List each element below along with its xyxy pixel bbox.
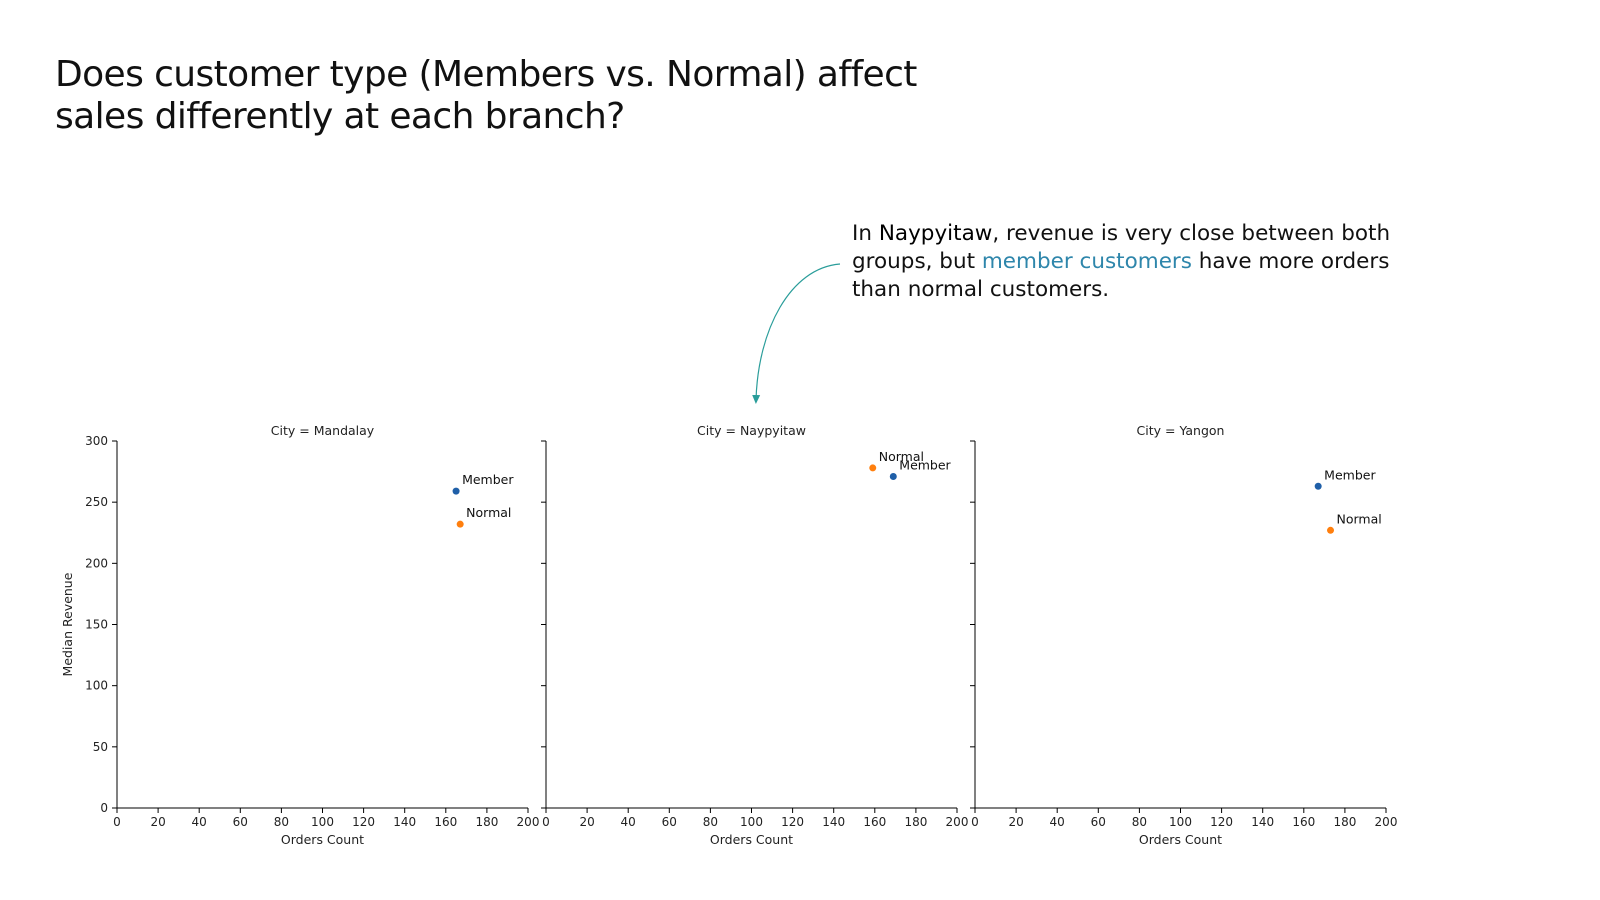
data-label-member: Member (462, 472, 514, 487)
annotation-suffix: have more orders than normal customers. (852, 249, 1390, 302)
x-tick-label: 160 (434, 815, 457, 829)
x-tick-label: 20 (1008, 815, 1023, 829)
chart-panel: City = Naypyitaw 0 20 40 60 80 100 120 140 160 180… (541, 423, 968, 847)
callout-annotation: In Naypyitaw, revenue is very close betw… (852, 220, 1412, 304)
x-tick-label: 120 (1210, 815, 1233, 829)
y-tick-label: 250 (85, 495, 108, 509)
y-tick-label: 0 (100, 801, 108, 815)
x-tick-label: 140 (1251, 815, 1274, 829)
x-tick-label: 80 (703, 815, 718, 829)
x-tick-label: 40 (621, 815, 636, 829)
annotation-prefix: In (852, 221, 879, 246)
page-title: Does customer type (Members vs. Normal) … (55, 54, 917, 137)
data-label-normal: Normal (466, 505, 511, 520)
x-tick-label: 20 (579, 815, 594, 829)
data-label-normal: Normal (1337, 511, 1382, 526)
x-tick-label: 100 (740, 815, 763, 829)
x-axis-label: Orders Count (710, 832, 793, 847)
data-point-member (1314, 482, 1322, 490)
y-tick-label: 300 (85, 434, 108, 448)
x-tick-label: 60 (1091, 815, 1106, 829)
x-tick-label: 200 (1375, 815, 1398, 829)
x-tick-label: 200 (946, 815, 969, 829)
x-tick-label: 60 (662, 815, 677, 829)
data-point-member (889, 472, 897, 480)
x-axis-label: Orders Count (1139, 832, 1222, 847)
data-label-member: Member (1324, 467, 1376, 482)
y-tick-label: 50 (93, 740, 108, 754)
annotation-arrow (752, 263, 841, 404)
data-point-normal (869, 464, 877, 472)
x-tick-label: 100 (311, 815, 334, 829)
annotation-middle: , revenue is very close between both gro… (852, 221, 1391, 274)
panel-title: City = Yangon (1137, 423, 1225, 438)
data-label-normal: Normal (879, 449, 924, 464)
y-tick-label: 100 (85, 679, 108, 693)
data-point-member (452, 487, 460, 495)
panel-title: City = Naypyitaw (697, 423, 806, 438)
annotation-city: Naypyitaw (878, 221, 993, 246)
x-tick-label: 0 (542, 815, 550, 829)
x-axis-label: Orders Count (281, 832, 364, 847)
panel-title: City = Mandalay (271, 423, 375, 438)
annotation-highlight: member customers (981, 249, 1192, 274)
x-tick-label: 180 (904, 815, 927, 829)
x-tick-label: 40 (1050, 815, 1065, 829)
chart-panel: City = Mandalay 0 20 40 60 80 100 120 140 160 180 2… (60, 423, 539, 847)
x-tick-label: 200 (517, 815, 540, 829)
x-tick-label: 20 (150, 815, 165, 829)
x-tick-label: 140 (822, 815, 845, 829)
data-point-normal (456, 520, 464, 528)
x-tick-label: 0 (113, 815, 121, 829)
x-tick-label: 40 (192, 815, 207, 829)
x-tick-label: 80 (1132, 815, 1147, 829)
x-tick-label: 180 (1333, 815, 1356, 829)
x-tick-label: 160 (1292, 815, 1315, 829)
x-tick-label: 140 (393, 815, 416, 829)
x-tick-label: 120 (352, 815, 375, 829)
data-point-normal (1327, 526, 1335, 534)
y-tick-label: 150 (85, 618, 108, 632)
x-tick-label: 80 (274, 815, 289, 829)
x-tick-label: 180 (475, 815, 498, 829)
data-label-member: Member (899, 457, 951, 472)
x-tick-label: 60 (233, 815, 248, 829)
x-tick-label: 120 (781, 815, 804, 829)
x-tick-label: 160 (863, 815, 886, 829)
chart-panel: City = Yangon 0 20 40 60 80 100 120 140 160 180 200… (970, 423, 1397, 847)
x-tick-label: 0 (971, 815, 979, 829)
y-tick-label: 200 (85, 556, 108, 570)
y-axis-label: Median Revenue (60, 572, 75, 676)
x-tick-label: 100 (1169, 815, 1192, 829)
